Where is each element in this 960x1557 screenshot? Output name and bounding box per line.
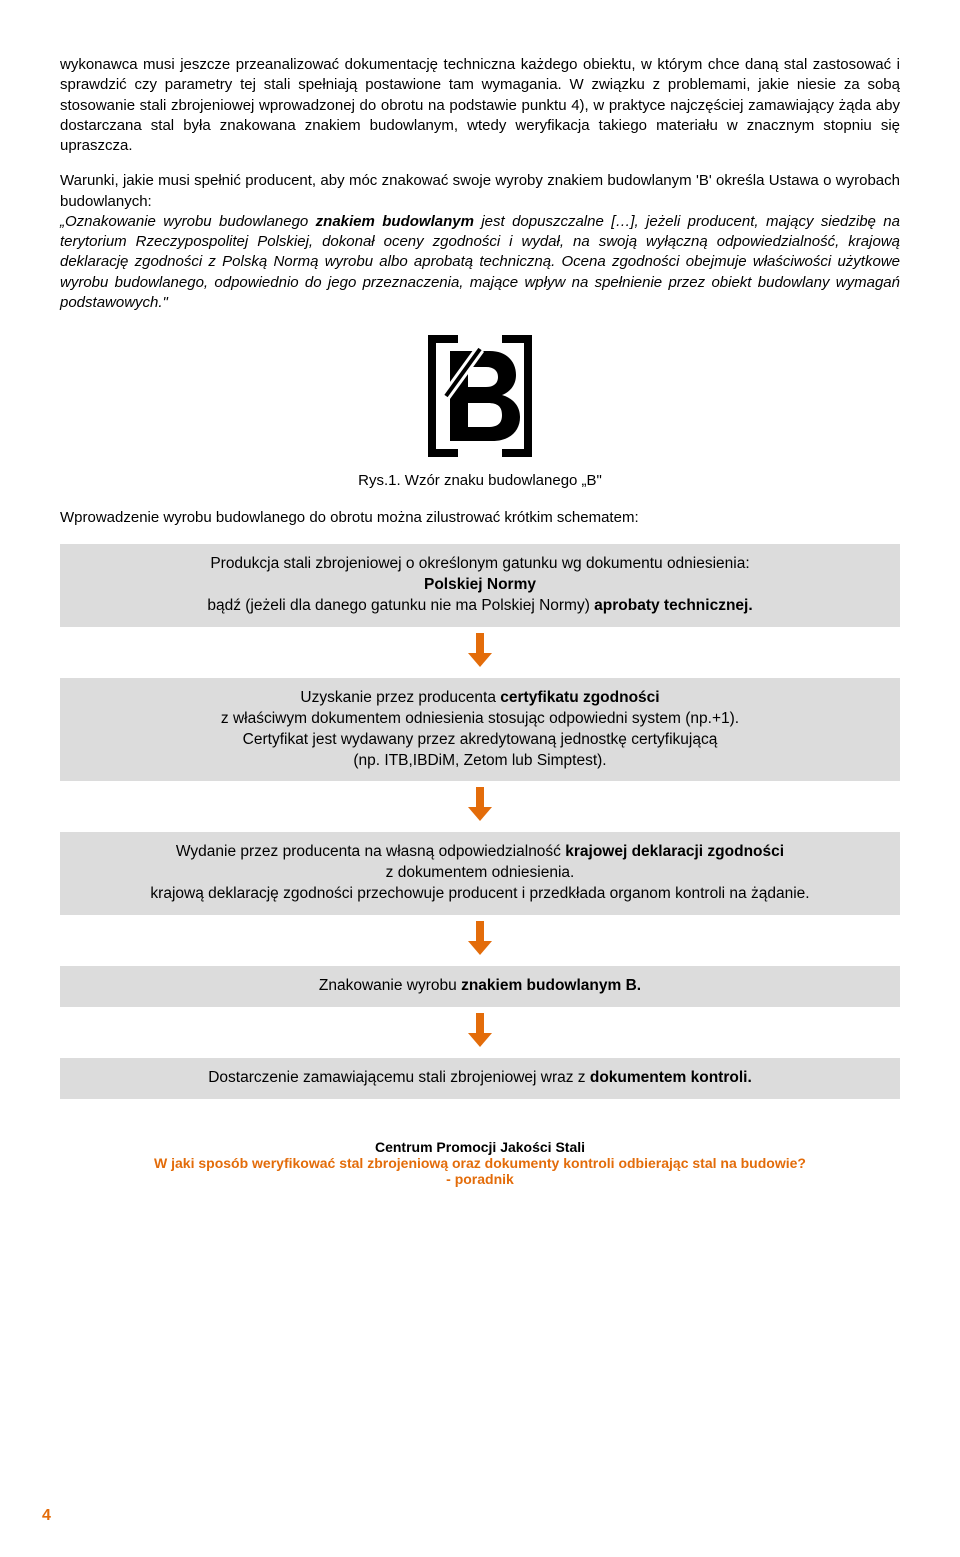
flow-box-5: Dostarczenie zamawiającemu stali zbrojen… [60,1058,900,1099]
arrow-down-icon [60,787,900,826]
box3-l1a: Wydanie przez producenta na własną odpow… [176,843,565,860]
paragraph-1: wykonawca musi jeszcze przeanalizować do… [60,55,900,156]
box2-l4: (np. ITB,IBDiM, Zetom lub Simptest). [353,752,606,769]
box4-l1a: Znakowanie wyrobu [319,977,461,994]
box1-line3a: bądź (jeżeli dla danego gatunku nie ma P… [207,597,594,614]
arrow-down-icon [60,633,900,672]
page-footer: Centrum Promocji Jakości Stali W jaki sp… [60,1139,900,1187]
logo-b-mark [60,331,900,466]
box2-l2: z właściwym dokumentem odniesienia stosu… [221,710,739,727]
p2-quote-bold: znakiem budowlanym [316,213,474,230]
footer-subtitle2: - poradnik [60,1171,900,1187]
box1-line3b: aprobaty technicznej. [594,597,752,614]
flow-box-3: Wydanie przez producenta na własną odpow… [60,832,900,915]
arrow-down-icon [60,1013,900,1052]
box1-line1: Produkcja stali zbrojeniowej o określony… [210,555,749,572]
footer-title: Centrum Promocji Jakości Stali [60,1139,900,1155]
figure-caption: Rys.1. Wzór znaku budowlanego „B" [60,472,900,489]
arrow-down-icon [60,921,900,960]
footer-subtitle: W jaki sposób weryfikować stal zbrojenio… [60,1155,900,1171]
box5-l1a: Dostarczenie zamawiającemu stali zbrojen… [208,1069,590,1086]
box4-l1b: znakiem budowlanym B. [461,977,641,994]
box5-l1b: dokumentem kontroli. [590,1069,752,1086]
box3-l1b: krajowej deklaracji zgodności [565,843,784,860]
page-number: 4 [42,1507,51,1525]
box3-l3: krajową deklarację zgodności przechowuje… [150,885,809,902]
p2-quote-pre: „Oznakowanie wyrobu budowlanego [60,213,316,230]
schema-intro: Wprowadzenie wyrobu budowlanego do obrot… [60,509,900,526]
p2-intro: Warunki, jakie musi spełnić producent, a… [60,172,900,209]
box2-l3: Certyfikat jest wydawany przez akredytow… [243,731,718,748]
box2-l1a: Uzyskanie przez producenta [300,689,500,706]
flow-box-4: Znakowanie wyrobu znakiem budowlanym B. [60,966,900,1007]
flow-box-1: Produkcja stali zbrojeniowej o określony… [60,544,900,627]
flow-box-2: Uzyskanie przez producenta certyfikatu z… [60,678,900,782]
box2-l1b: certyfikatu zgodności [500,689,659,706]
box3-l2: z dokumentem odniesienia. [386,864,575,881]
paragraph-2: Warunki, jakie musi spełnić producent, a… [60,171,900,313]
box1-line2: Polskiej Normy [424,576,536,593]
